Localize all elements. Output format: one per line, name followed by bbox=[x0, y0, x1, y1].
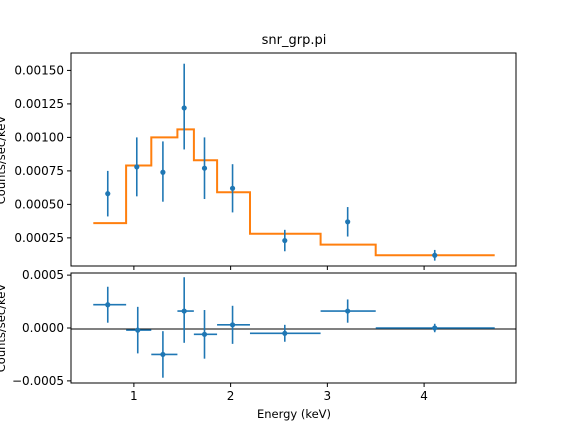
residual-y-tick-label: −0.0005 bbox=[12, 374, 64, 388]
data-point bbox=[282, 237, 288, 244]
residual-point bbox=[105, 302, 111, 308]
spectrum-y-tick-label: 0.00025 bbox=[14, 231, 64, 245]
x-tick-label: 1 bbox=[130, 389, 138, 403]
residual-y-tick-label: 0.0000 bbox=[22, 321, 64, 335]
model-step-series bbox=[93, 128, 495, 257]
data-point bbox=[432, 252, 438, 258]
x-axis-label: Energy (keV) bbox=[257, 407, 331, 421]
data-point bbox=[181, 105, 187, 111]
data-point bbox=[105, 191, 111, 197]
spectrum-y-tick-label: 0.00125 bbox=[14, 97, 64, 111]
spectrum-y-tick-label: 0.00100 bbox=[14, 130, 64, 144]
spectrum-y-ticks: 0.00025 0.00050 0.00075 0.00100 0.00125 0.001… bbox=[14, 63, 71, 245]
residual-point bbox=[135, 327, 141, 333]
residual-panel: −0.0005 0.0000 0.0005 Counts/sec/keV bbox=[0, 268, 517, 388]
data-point bbox=[134, 164, 140, 170]
residual-point bbox=[229, 322, 236, 328]
x-tick-label: 4 bbox=[420, 389, 428, 403]
data-points-series bbox=[105, 63, 438, 261]
data-point bbox=[201, 165, 208, 171]
residual-point bbox=[181, 308, 187, 314]
data-point bbox=[345, 219, 351, 225]
residual-y-tick-label: 0.0005 bbox=[22, 268, 64, 282]
spectrum-panel: 0.00025 0.00050 0.00075 0.00100 0.00125 0.001… bbox=[0, 52, 517, 267]
residual-point bbox=[201, 331, 208, 337]
residual-point bbox=[160, 351, 166, 358]
residual-series bbox=[93, 277, 495, 378]
model-step-line bbox=[93, 128, 495, 257]
chart-title: snr_grp.pi bbox=[262, 33, 327, 48]
residual-point bbox=[432, 325, 438, 331]
residual-point bbox=[345, 308, 351, 314]
data-point bbox=[160, 169, 166, 175]
spectrum-y-tick-label: 0.00050 bbox=[14, 197, 64, 211]
residual-y-axis-label: Counts/sec/keV bbox=[0, 284, 8, 373]
residual-point bbox=[282, 330, 288, 336]
data-point bbox=[229, 185, 236, 191]
spectrum-y-tick-label: 0.00075 bbox=[14, 164, 64, 178]
residual-y-ticks: −0.0005 0.0000 0.0005 bbox=[12, 268, 71, 388]
x-tick-label: 2 bbox=[227, 389, 235, 403]
x-axis-ticks: 1 2 3 4 bbox=[130, 266, 428, 403]
spectrum-panel-frame bbox=[70, 52, 517, 267]
spectrum-y-tick-label: 0.00150 bbox=[14, 63, 64, 77]
x-tick-label: 3 bbox=[324, 389, 332, 403]
spectrum-y-axis-label: Counts/sec/keV bbox=[0, 116, 8, 205]
